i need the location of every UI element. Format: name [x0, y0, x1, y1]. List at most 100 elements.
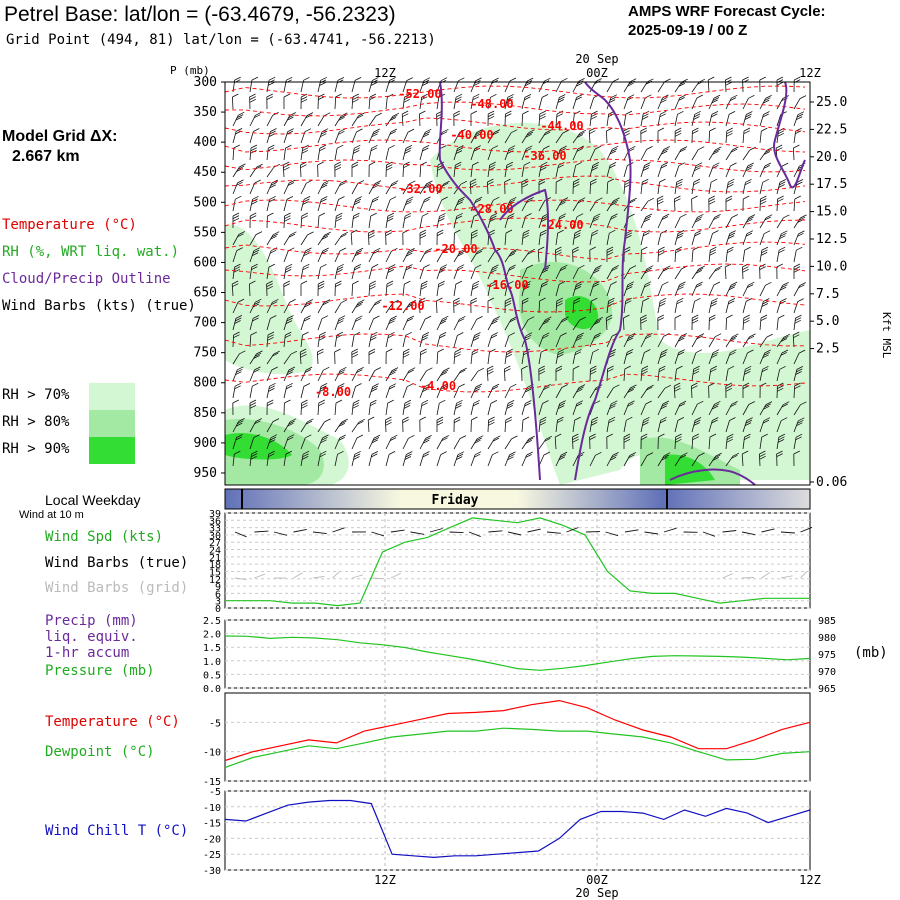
barb-flag	[338, 130, 345, 135]
barb-flag	[287, 182, 295, 186]
barb-flag	[471, 232, 478, 237]
barb-flag	[372, 77, 379, 81]
barb-shaft	[538, 267, 545, 280]
barb-shaft	[231, 283, 234, 297]
wind-barb-165	[725, 146, 739, 161]
surface-barb-grid	[293, 572, 303, 579]
wind-barb-695	[487, 416, 495, 433]
barb-flag	[387, 269, 395, 273]
barb-flag	[659, 178, 666, 183]
barb-flag	[623, 314, 630, 319]
wind-barb-540	[742, 333, 756, 348]
barb-shaft	[793, 217, 801, 229]
barb-flag	[470, 181, 477, 186]
barb-shaft	[691, 385, 693, 399]
barb-flag	[526, 264, 534, 269]
barb-flag	[609, 99, 616, 103]
barb-shaft	[555, 113, 558, 127]
barb-shaft	[402, 251, 409, 263]
barb-flag	[488, 110, 495, 115]
wind-barb-410	[266, 280, 273, 297]
wind-barb-343	[283, 247, 295, 263]
wind-barb-421	[453, 280, 463, 297]
wind-tick-label: 15	[209, 567, 221, 578]
barb-flag	[283, 280, 290, 285]
barb-flag	[524, 280, 531, 285]
wind-barb-775	[691, 452, 705, 467]
barb-shaft	[623, 352, 628, 365]
wind-barb-68	[232, 111, 245, 127]
barb-flag	[679, 94, 686, 99]
barb-shaft	[606, 387, 614, 399]
barb-flag	[557, 229, 564, 234]
barb-flag	[760, 317, 767, 322]
barb-flag	[371, 264, 379, 268]
wind-barb-773	[657, 452, 671, 467]
barb-flag	[694, 417, 702, 421]
surface-barb-true	[371, 531, 385, 537]
barb-flag	[337, 450, 344, 455]
wind-barb-275	[283, 212, 291, 229]
barb-flag	[628, 386, 636, 391]
wind-barb-480	[300, 315, 311, 331]
barb-flag	[475, 383, 483, 388]
barb-flag	[508, 213, 515, 217]
temp-contour-line-3	[224, 139, 806, 153]
surface-barb-true	[390, 529, 405, 533]
barb-shaft	[334, 250, 341, 263]
wind-barb-671	[657, 400, 670, 416]
barb-flag	[545, 129, 552, 134]
barb-flag	[472, 96, 479, 101]
barb-flag	[576, 148, 583, 152]
barb-flag	[726, 130, 733, 135]
barb-flag	[795, 436, 802, 441]
barb-flag	[269, 195, 276, 200]
barb-shaft	[300, 164, 302, 178]
wind-barb-477	[249, 315, 260, 331]
barb-flag	[236, 114, 244, 118]
barb-shaft	[555, 335, 561, 348]
barb-flag	[409, 367, 416, 372]
barb-flag	[642, 232, 650, 237]
barb-shaft	[317, 250, 324, 263]
barb-flag	[507, 215, 514, 220]
barb-shaft	[759, 369, 763, 382]
barb-flag	[732, 452, 740, 457]
wind-barb-555	[419, 348, 427, 365]
barb-shaft	[776, 250, 780, 263]
barb-flag	[542, 334, 549, 339]
barb-flag	[487, 178, 494, 183]
wind-speed-line	[225, 517, 810, 607]
barb-flag	[303, 252, 310, 257]
barb-shaft	[385, 199, 391, 212]
wind-barb-752	[300, 450, 310, 467]
wind-barb-554	[402, 348, 410, 365]
barb-flag	[303, 196, 311, 200]
barb-shaft	[334, 216, 337, 229]
barb-flag	[711, 297, 718, 302]
barb-flag	[255, 111, 262, 116]
barb-flag	[251, 263, 258, 268]
barb-shaft	[776, 182, 781, 195]
barb-flag	[491, 145, 499, 150]
barb-shaft	[537, 249, 540, 263]
barb-flag	[777, 198, 784, 203]
barb-shaft	[283, 437, 289, 450]
barb-flag	[472, 348, 479, 353]
barb-flag	[797, 111, 805, 116]
wind-barb-760	[436, 451, 447, 467]
barb-shaft	[674, 336, 682, 348]
barb-flag	[440, 77, 448, 82]
barb-flag	[579, 197, 586, 202]
wind-barb-16	[504, 77, 517, 93]
barb-flag	[645, 94, 652, 99]
barb-flag	[488, 113, 495, 117]
barb-shaft	[266, 421, 274, 433]
barb-flag	[539, 421, 546, 426]
barb-shaft	[402, 183, 410, 195]
barb-flag	[371, 198, 379, 203]
wind-barb-548	[299, 348, 307, 365]
barb-flag	[408, 434, 415, 439]
barb-flag	[253, 128, 260, 132]
barb-flag	[321, 315, 329, 320]
